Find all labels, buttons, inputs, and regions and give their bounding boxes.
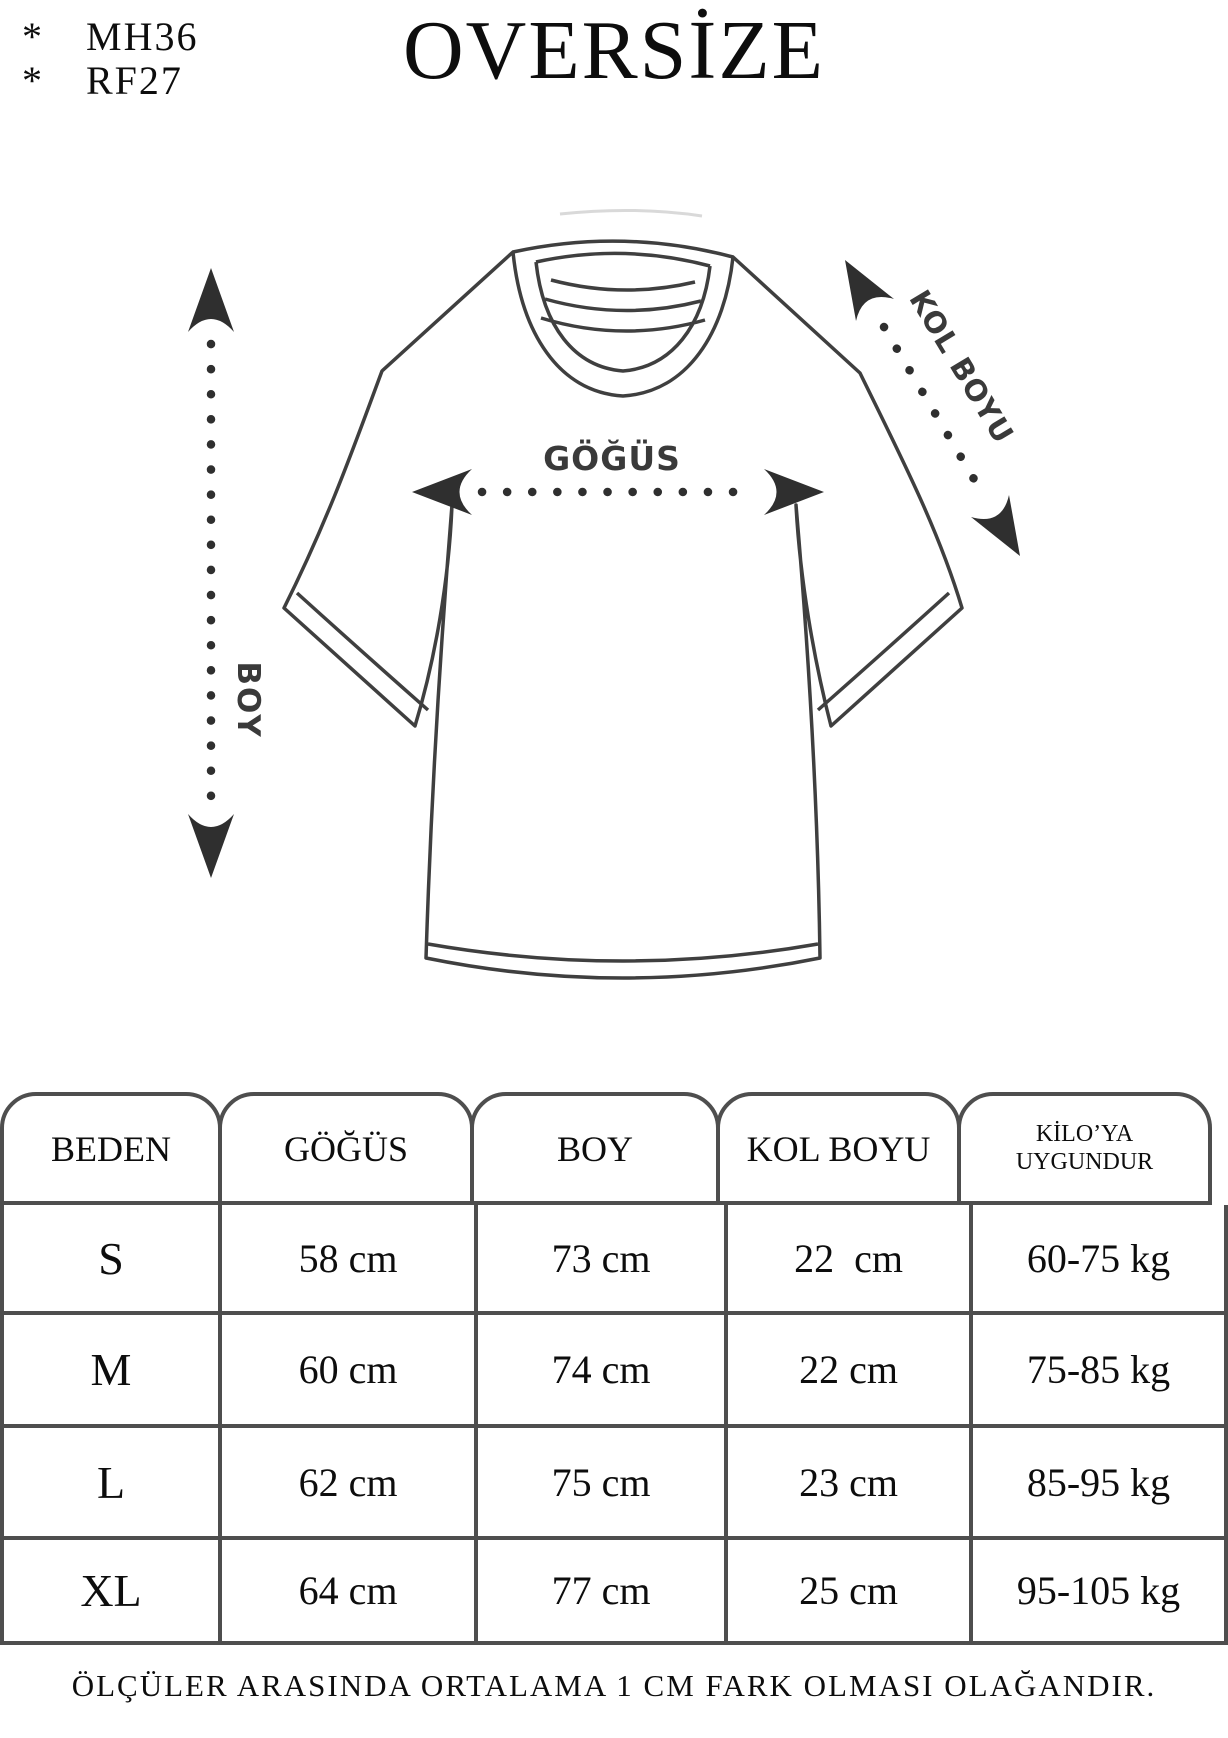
product-code: RF27 <box>86 58 183 103</box>
size-table: BEDEN GÖĞÜS BOY KOL BOYU KİLO’YA UYGUNDU… <box>0 1092 1228 1645</box>
weight-cell: 95-105 kg <box>973 1540 1228 1645</box>
right-cuff-line <box>816 591 951 712</box>
chest-cell: 58 cm <box>222 1205 478 1315</box>
product-code-row: * RF27 <box>22 60 198 102</box>
tshirt-outline <box>282 239 964 980</box>
chest-label: GÖĞÜS <box>543 438 681 478</box>
neck-stripe <box>544 297 702 313</box>
product-code: MH36 <box>86 14 199 59</box>
arrowhead-down-icon <box>188 814 234 878</box>
left-cuff-line <box>295 591 430 712</box>
arrowhead-downright-icon <box>971 495 1020 556</box>
neck-stripe <box>540 316 706 333</box>
header-kiloya-uygundur: KİLO’YA UYGUNDUR <box>957 1092 1212 1205</box>
hem-band-line <box>427 942 819 963</box>
size-cell: XL <box>0 1540 222 1645</box>
tolerance-note: ÖLÇÜLER ARASINDA ORTALAMA 1 CM FARK OLMA… <box>71 1668 1157 1703</box>
table-row-l: L 62 cm 75 cm 23 cm 85-95 kg <box>0 1428 1228 1540</box>
arrowhead-left-icon <box>412 469 472 515</box>
page-title: OVERSİZE <box>403 4 825 97</box>
collar-inner <box>534 261 712 373</box>
chest-cell: 64 cm <box>222 1540 478 1645</box>
sleeve-cell: 23 cm <box>728 1428 973 1540</box>
size-table-header: BEDEN GÖĞÜS BOY KOL BOYU KİLO’YA UYGUNDU… <box>0 1092 1228 1205</box>
size-cell: L <box>0 1428 222 1540</box>
length-cell: 74 cm <box>478 1315 728 1428</box>
length-cell: 77 cm <box>478 1540 728 1645</box>
weight-cell: 85-95 kg <box>973 1428 1228 1540</box>
collar-outer <box>511 251 735 398</box>
header-gogus: GÖĞÜS <box>218 1092 474 1205</box>
chest-arrow <box>412 469 824 515</box>
table-row-m: M 60 cm 74 cm 22 cm 75-85 kg <box>0 1315 1228 1428</box>
arrowhead-up-icon <box>188 268 234 332</box>
header-boy: BOY <box>470 1092 720 1205</box>
table-row-xl: XL 64 cm 77 cm 25 cm 95-105 kg <box>0 1540 1228 1645</box>
tshirt-diagram: BOY GÖĞÜS KOL BOYU <box>188 208 1021 980</box>
arrowhead-right-icon <box>764 469 824 515</box>
arrowhead-upleft-icon <box>845 260 894 321</box>
weight-cell: 60-75 kg <box>973 1205 1228 1315</box>
header-kol-boyu: KOL BOYU <box>716 1092 961 1205</box>
neck-stripe <box>550 278 696 292</box>
sleeve-cell: 25 cm <box>728 1540 973 1645</box>
collar-inner-top <box>535 251 711 268</box>
weight-cell: 75-85 kg <box>973 1315 1228 1428</box>
product-codes: * MH36 * RF27 <box>22 16 198 104</box>
header-beden: BEDEN <box>0 1092 222 1205</box>
chest-cell: 60 cm <box>222 1315 478 1428</box>
length-arrow <box>188 268 234 878</box>
sleeve-cell: 22 cm <box>728 1205 973 1315</box>
sleeve-arrow <box>845 260 1020 556</box>
length-label: BOY <box>230 661 266 738</box>
asterisk-bullet: * <box>22 58 43 103</box>
length-cell: 75 cm <box>478 1428 728 1540</box>
length-cell: 73 cm <box>478 1205 728 1315</box>
sleeve-cell: 22 cm <box>728 1315 973 1428</box>
collar-ghost-line <box>559 208 703 218</box>
chest-cell: 62 cm <box>222 1428 478 1540</box>
size-cell: S <box>0 1205 222 1315</box>
sleeve-label: KOL BOYU <box>903 284 1021 450</box>
size-cell: M <box>0 1315 222 1428</box>
product-code-row: * MH36 <box>22 16 198 58</box>
table-row-s: S 58 cm 73 cm 22 cm 60-75 kg <box>0 1205 1228 1315</box>
asterisk-bullet: * <box>22 14 43 59</box>
